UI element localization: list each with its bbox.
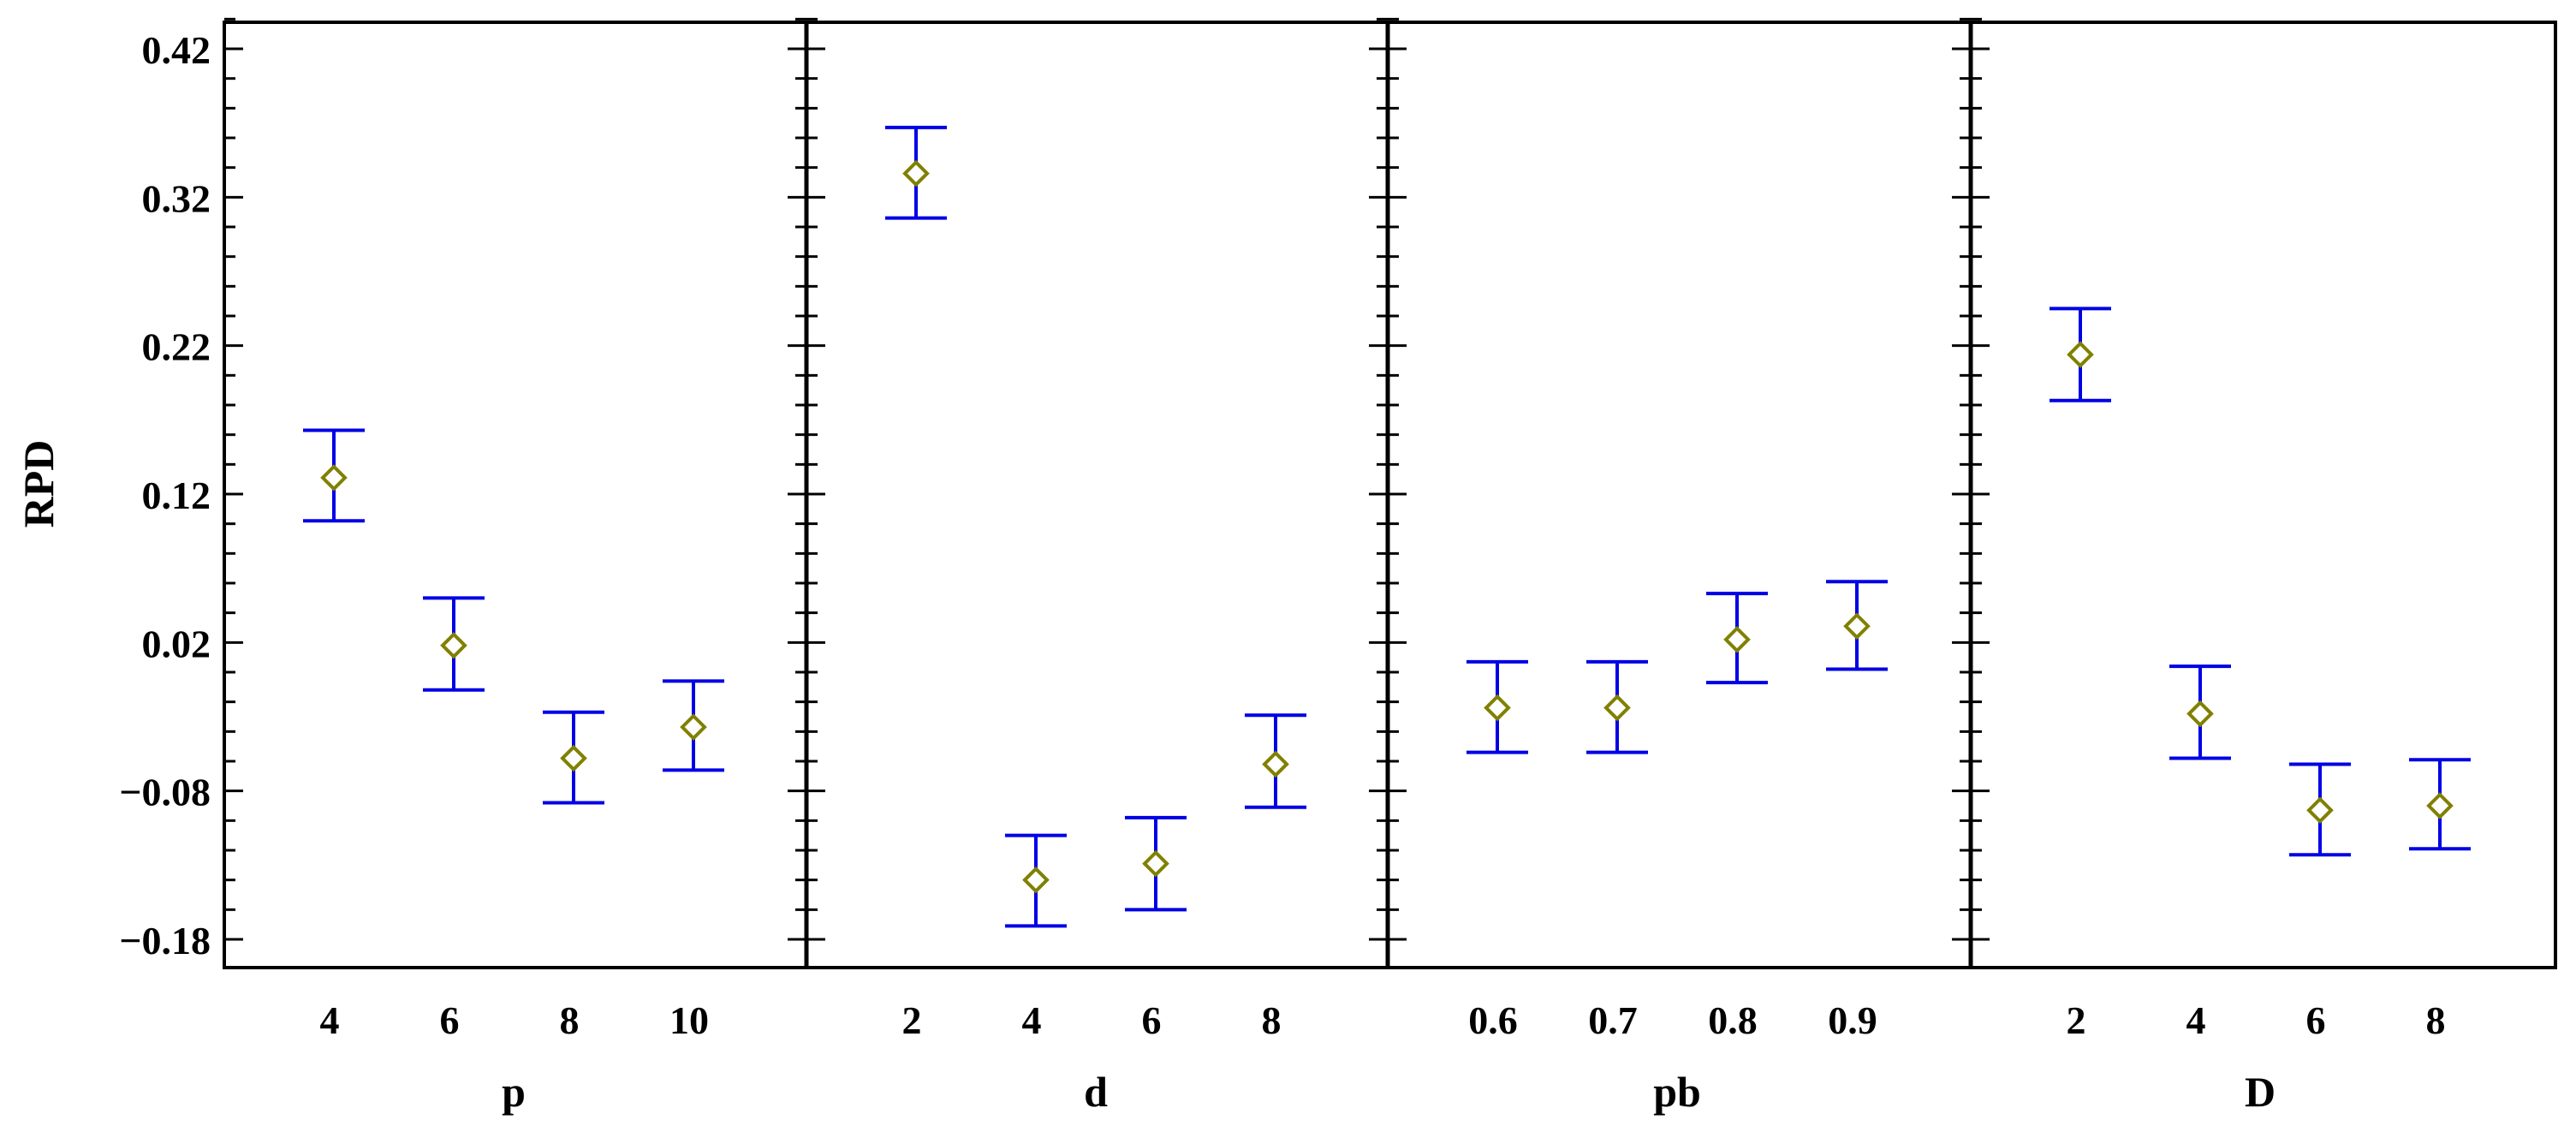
x-tick-label: 2	[2067, 998, 2086, 1042]
mean-marker	[2067, 341, 2094, 368]
x-axis-title: pb	[1653, 1068, 1701, 1116]
panel-1	[885, 125, 1306, 928]
y-tick-label: 0.42	[142, 28, 211, 72]
mean-marker	[560, 744, 587, 772]
x-tick-label: 4	[320, 998, 340, 1042]
x-tick-label: 6	[2306, 998, 2326, 1042]
x-tick-label: 0.7	[1588, 998, 1638, 1042]
y-tick-label: −0.08	[119, 771, 211, 814]
x-tick-label: 8	[560, 998, 580, 1042]
x-tick-label: 8	[1262, 998, 1282, 1042]
mean-marker	[1843, 612, 1871, 640]
mean-marker	[2426, 792, 2454, 819]
x-axis-title: d	[1084, 1068, 1108, 1116]
panel-0	[303, 428, 724, 805]
x-tick-label: 6	[1142, 998, 1162, 1042]
mean-marker	[1603, 694, 1631, 722]
labels-layer: 0.42 0.32 0.22 0.12 0.02 −0.08 −0.18 4 6 8 10 p 2 4 6 8…	[119, 28, 2445, 1116]
mean-marker	[902, 159, 930, 188]
mean-marker	[320, 464, 348, 492]
x-tick-label: 0.6	[1468, 998, 1518, 1042]
x-axis-title: p	[502, 1068, 526, 1116]
panel-2	[1466, 580, 1888, 754]
mean-marker	[1723, 626, 1751, 653]
y-tick-label: 0.32	[142, 176, 211, 220]
mean-marker	[2306, 796, 2334, 825]
marks-layer	[303, 125, 2471, 928]
y-tick-label: 0.12	[142, 474, 211, 517]
mean-marker	[1262, 750, 1289, 778]
x-tick-label: 0.8	[1708, 998, 1758, 1042]
mean-marker	[1142, 849, 1169, 878]
mean-marker	[1484, 694, 1511, 722]
mean-marker	[680, 713, 707, 741]
ticks-layer	[224, 17, 1990, 941]
x-tick-label: 4	[2186, 998, 2206, 1042]
y-tick-label: 0.02	[142, 622, 211, 665]
mean-marker	[440, 631, 467, 659]
x-tick-label: 4	[1022, 998, 1042, 1042]
x-tick-label: 2	[902, 998, 922, 1042]
y-tick-label: 0.22	[142, 325, 211, 369]
x-tick-label: 6	[440, 998, 460, 1042]
x-tick-label: 0.9	[1828, 998, 1877, 1042]
y-tick-label: −0.18	[119, 919, 211, 962]
y-axis-title: RPD	[15, 440, 62, 528]
panel-3	[2049, 307, 2471, 857]
x-axis-title: D	[2245, 1068, 2276, 1116]
x-tick-label: 8	[2426, 998, 2446, 1042]
mean-marker	[2186, 700, 2214, 728]
x-tick-label: 10	[669, 998, 709, 1042]
mean-marker	[1022, 866, 1050, 894]
